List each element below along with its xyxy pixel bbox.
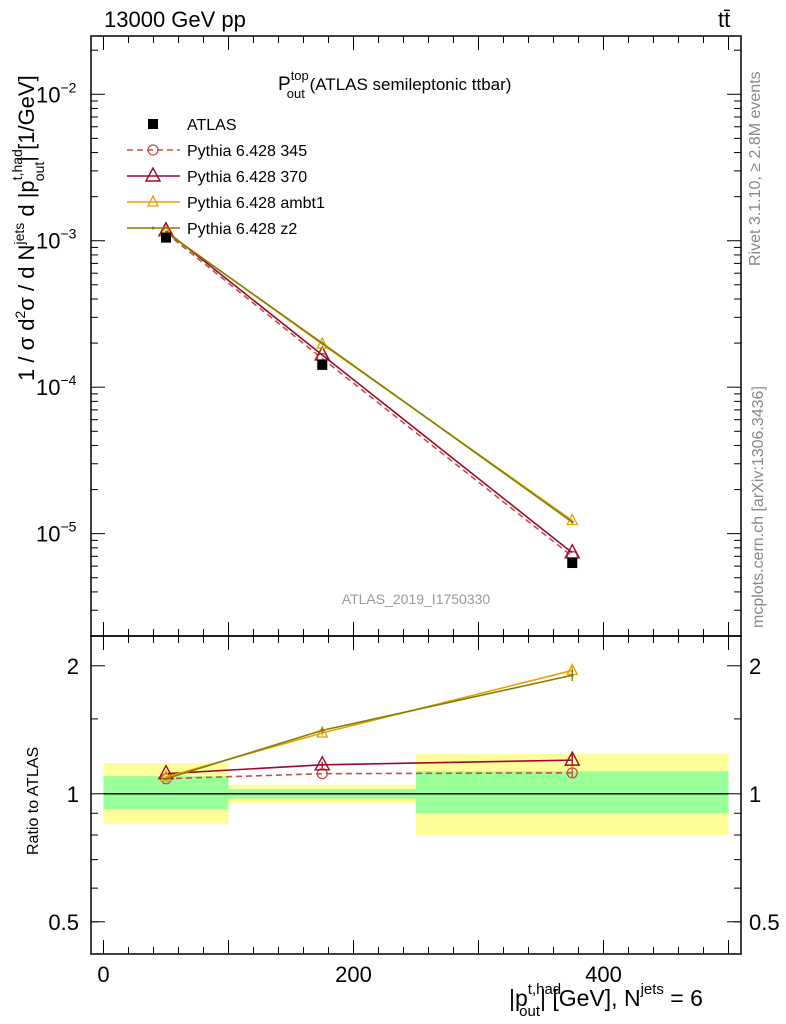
ratio-series-marker-3 [320, 728, 324, 732]
ratio-ytick-label: 2 [67, 654, 79, 679]
xtick-label: 200 [335, 962, 372, 987]
main-series-marker-2 [316, 336, 329, 349]
axis-ticks: 10−5 10−4 10−3 10−2 0.5 0.5 1 1 2 2 0 200 400 [36, 36, 780, 987]
xtick-label: 0 [97, 962, 109, 987]
legend-label-atlas: ATLAS [187, 117, 237, 134]
main-series-marker-3 [570, 520, 574, 524]
ratio-ytick-label: 0.5 [48, 910, 79, 935]
process-label: tt̄ [718, 7, 730, 32]
atlas-data-point [567, 558, 578, 569]
ratio-panel-frame [90, 635, 742, 955]
plot-title: Ptop out (ATLAS semileptonic ttbar) [278, 68, 511, 101]
legend-marker-atlas [148, 119, 158, 129]
mcplots-label: mcplots.cern.ch [arXiv:1306.3436] [750, 386, 767, 628]
main-ytick-label: 10−2 [36, 79, 77, 107]
ratio-series-marker-1 [314, 755, 331, 771]
legend-label-0: Pythia 6.428 345 [187, 143, 307, 160]
atlas-data-point [317, 359, 328, 370]
legend-marker-3 [151, 226, 155, 230]
main-series-line-3 [165, 231, 573, 523]
legend-marker-0 [147, 144, 159, 156]
legend-label-1: Pythia 6.428 370 [187, 169, 307, 186]
xtick-label: 400 [585, 962, 622, 987]
ratio-ytick-label-right: 0.5 [749, 910, 780, 935]
ratio-series-marker-2 [316, 725, 329, 738]
ratio-ytick-label-right: 1 [749, 782, 761, 807]
legend: ATLAS Pythia 6.428 345 Pythia 6.428 370 Pyt… [127, 117, 325, 238]
main-series-line-0 [165, 232, 573, 557]
ratio-series-marker-1 [564, 750, 581, 766]
ratio-series-line-0 [165, 772, 573, 780]
rivet-label: Rivet 3.1.10, ≥ 2.8M events [747, 71, 764, 266]
ratio-series-marker-2 [159, 769, 173, 782]
x-axis-label: |pt,had out| [GeV], Njets = 6 [509, 981, 703, 1020]
ratio-uncertainty-bands [103, 754, 729, 836]
ratio-series-marker-3 [570, 673, 574, 677]
legend-marker-1 [144, 166, 162, 182]
legend-label-3: Pythia 6.428 z2 [187, 221, 297, 238]
legend-label-2: Pythia 6.428 ambt1 [187, 195, 325, 212]
main-series-line-1 [165, 230, 573, 554]
energy-label: 13000 GeV pp [104, 7, 246, 32]
atlas-data-points [161, 232, 578, 569]
ratio-ytick-label: 1 [67, 782, 79, 807]
main-series-marker-1 [564, 543, 581, 559]
mc-curves [157, 221, 581, 785]
main-ytick-label: 10−3 [36, 226, 77, 254]
ratio-series-marker-3 [164, 777, 168, 781]
ratio-ytick-label-right: 2 [749, 654, 761, 679]
ratio-ylabel: Ratio to ATLAS [25, 747, 42, 855]
atlas-data-point [161, 232, 171, 243]
ratio-series-marker-0 [316, 768, 328, 780]
inner-band-0 [103, 776, 229, 810]
ratio-series-marker-0 [566, 767, 578, 779]
main-ytick-label: 10−4 [36, 372, 77, 400]
main-ytick-label: 10−5 [36, 519, 77, 547]
legend-marker-2 [146, 194, 160, 207]
analysis-watermark: ATLAS_2019_I1750330 [342, 591, 491, 607]
main-series-marker-3 [320, 341, 324, 345]
